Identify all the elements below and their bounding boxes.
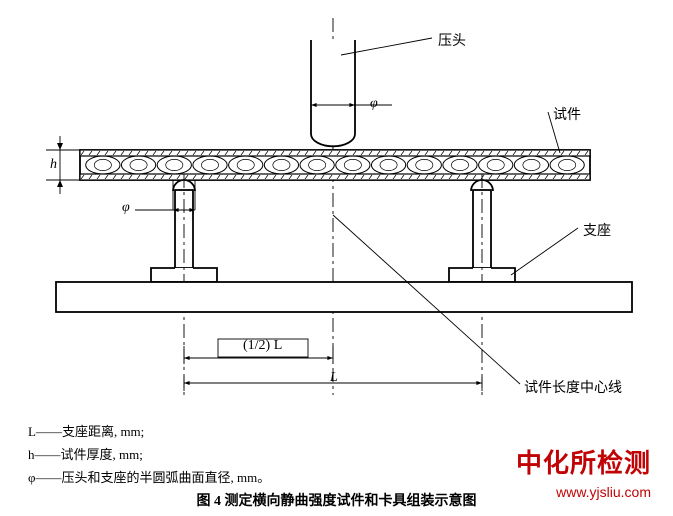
legend-h: h——试件厚度, mm; xyxy=(28,443,143,466)
label-h: h xyxy=(50,157,57,173)
watermark-url: www.yjsliu.com xyxy=(556,484,651,500)
label-support: 支座 xyxy=(583,220,611,240)
label-center-line: 试件长度中心线 xyxy=(524,377,622,397)
bending-test-diagram xyxy=(0,0,673,430)
label-specimen: 试件 xyxy=(553,104,581,124)
watermark-cn: 中化所检测 xyxy=(516,443,651,480)
label-phi-left: φ xyxy=(122,200,130,216)
legend-L: L——支座距离, mm; xyxy=(28,420,144,443)
label-phi-top: φ xyxy=(370,96,378,112)
legend-phi: φ——压头和支座的半圆弧曲面直径, mm。 xyxy=(28,466,270,489)
label-half-L: (1/2) L xyxy=(243,338,282,354)
label-press-head: 压头 xyxy=(438,30,466,50)
label-L: L xyxy=(330,370,338,386)
